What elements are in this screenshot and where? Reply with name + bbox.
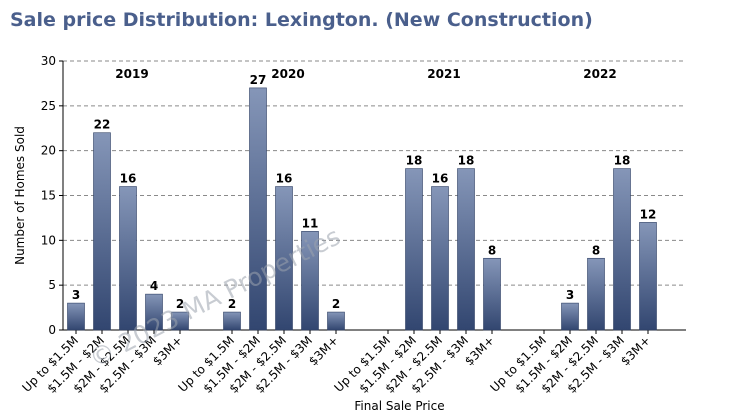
data-label-2020-4: 2: [332, 297, 340, 311]
data-label-2022-1: 3: [566, 288, 574, 302]
x-tick-label-2020-4: $3M+: [306, 333, 341, 368]
y-tick-label-10: 10: [41, 233, 56, 247]
y-axis-title: Number of Homes Sold: [13, 126, 27, 265]
data-label-2020-2: 16: [276, 172, 293, 186]
gridlines: [63, 60, 686, 286]
bar-2020-3: [301, 231, 319, 331]
bar-2021-3: [457, 168, 475, 331]
y-tick-label-15: 15: [41, 189, 56, 203]
bar-2019-1: [93, 132, 111, 331]
x-tick-label-2022-4: $3M+: [618, 333, 653, 368]
bar-2021-2: [431, 186, 449, 331]
data-label-2021-4: 8: [488, 243, 496, 257]
chart-title: Sale price Distribution: Lexington. (New…: [10, 9, 593, 31]
data-label-2019-1: 22: [94, 118, 111, 132]
y-tick-label-20: 20: [41, 144, 56, 158]
data-label-2019-0: 3: [72, 288, 80, 302]
group-label-2021: 2021: [427, 67, 460, 81]
x-tick-label-2021-4: $3M+: [462, 333, 497, 368]
x-axis-title: Final Sale Price: [354, 399, 444, 413]
data-label-2021-3: 18: [458, 154, 475, 168]
group-label-2020: 2020: [271, 67, 304, 81]
bars: [67, 87, 657, 331]
data-label-2021-1: 18: [406, 154, 423, 168]
bar-2022-2: [587, 257, 605, 331]
bar-2019-0: [67, 302, 85, 331]
bar-2019-2: [119, 186, 137, 331]
data-label-2020-1: 27: [250, 73, 267, 87]
axes: 0 5 10 15 20 25 30: [41, 54, 686, 337]
bar-2022-3: [613, 168, 631, 331]
data-label-2019-2: 16: [120, 172, 137, 186]
bar-2021-1: [405, 168, 423, 331]
bar-2022-1: [561, 302, 579, 331]
group-label-2022: 2022: [583, 67, 616, 81]
data-label-2019-4: 2: [176, 297, 184, 311]
data-label-2022-3: 18: [614, 154, 631, 168]
bar-2019-4: [171, 311, 189, 331]
data-label-2022-4: 12: [640, 207, 657, 221]
bar-2022-4: [639, 222, 657, 331]
y-tick-label-30: 30: [41, 54, 56, 68]
bar-2019-3: [145, 293, 163, 331]
bar-2020-4: [327, 311, 345, 331]
data-label-2019-3: 4: [150, 279, 158, 293]
bar-2020-1: [249, 87, 267, 331]
y-tick-label-25: 25: [41, 99, 56, 113]
bar-2021-4: [483, 257, 501, 331]
data-label-2021-2: 16: [432, 172, 449, 186]
y-tick-label-0: 0: [48, 323, 56, 337]
y-tick-label-5: 5: [48, 278, 56, 292]
data-label-2020-3: 11: [302, 216, 319, 230]
bar-2020-0: [223, 311, 241, 331]
group-label-2019: 2019: [115, 67, 148, 81]
bar-2020-2: [275, 186, 293, 331]
data-label-2022-2: 8: [592, 243, 600, 257]
data-label-2020-0: 2: [228, 297, 236, 311]
